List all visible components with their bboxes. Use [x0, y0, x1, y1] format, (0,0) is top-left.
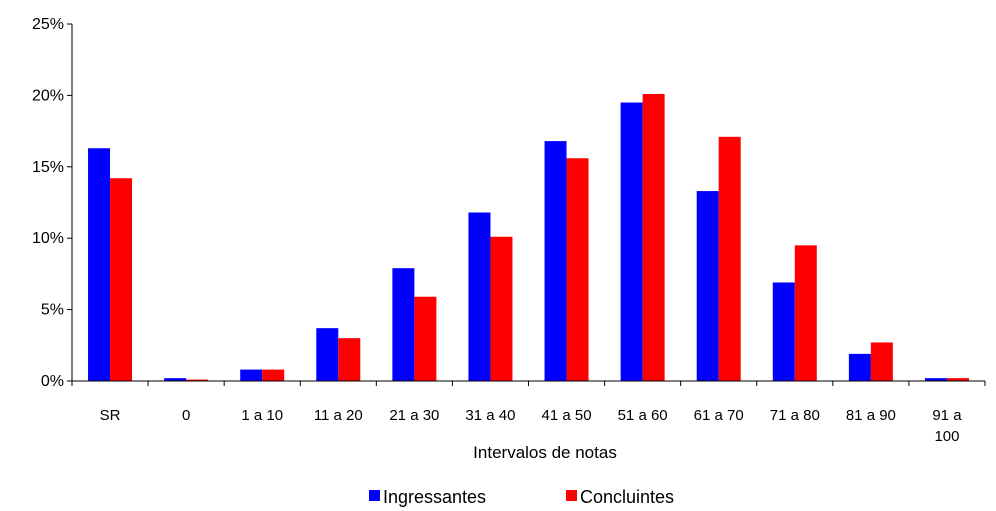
x-tick-label: 81 a 90 — [846, 407, 896, 424]
y-tick-label: 20% — [32, 87, 64, 104]
bar-concluintes-4 — [414, 296, 437, 381]
x-tick-label: 1 a 10 — [241, 407, 283, 424]
bar-concluintes-8 — [718, 136, 741, 381]
bar-ingressantes-6 — [544, 141, 567, 381]
x-tick-label: 51 a 60 — [618, 407, 668, 424]
x-axis-title: Intervalos de notas — [473, 443, 617, 462]
bar-ingressantes-5 — [468, 212, 491, 381]
bar-ingressantes-9 — [772, 282, 795, 381]
bar-ingressantes-0 — [88, 148, 111, 381]
bar-concluintes-11 — [946, 378, 969, 381]
bar-ingressantes-2 — [240, 369, 263, 381]
legend-label-0: Ingressantes — [383, 487, 486, 507]
y-tick-label: 10% — [32, 230, 64, 247]
bar-ingressantes-4 — [392, 268, 415, 381]
bar-concluintes-5 — [490, 236, 513, 381]
x-tick-label: 91 a 100 — [932, 407, 962, 445]
legend-swatch-1 — [566, 490, 577, 501]
bar-concluintes-9 — [794, 245, 817, 381]
x-tick-label: 11 a 20 — [314, 407, 363, 424]
legend: Ingressantes Concluintes — [369, 487, 674, 507]
bar-concluintes-7 — [642, 93, 665, 382]
x-tick-label: 61 a 70 — [694, 407, 744, 424]
bar-concluintes-10 — [870, 342, 893, 381]
x-axis: SR 0 1 a 10 11 a 20 21 a 30 31 a 40 41 a 50 51 … — [71, 380, 986, 445]
y-tick-label: 15% — [32, 159, 64, 176]
bar-ingressantes-3 — [316, 328, 339, 381]
bar-ingressantes-10 — [848, 353, 871, 381]
x-tick-label: 31 a 40 — [465, 407, 515, 424]
bar-concluintes-0 — [110, 178, 133, 381]
x-tick-label: 71 a 80 — [770, 407, 820, 424]
bar-concluintes-1 — [186, 379, 209, 381]
x-tick-label: 0 — [182, 407, 190, 424]
bar-ingressantes-11 — [924, 378, 947, 381]
legend-label-1: Concluintes — [580, 487, 674, 507]
bar-ingressantes-7 — [620, 102, 643, 381]
y-tick-label: 25% — [32, 16, 64, 33]
y-axis: 0% 5% 10% 15% 20% 25% — [32, 16, 73, 390]
legend-swatch-0 — [369, 490, 380, 501]
bar-concluintes-6 — [566, 158, 589, 381]
bar-concluintes-2 — [262, 369, 285, 381]
bar-concluintes-3 — [338, 338, 361, 381]
y-tick-label: 0% — [41, 373, 64, 390]
x-tick-label: SR — [100, 407, 121, 424]
bar-ingressantes-1 — [164, 378, 187, 381]
x-tick-label: 41 a 50 — [542, 407, 592, 424]
bar-ingressantes-8 — [696, 191, 719, 381]
bars — [88, 93, 969, 382]
x-tick-label: 21 a 30 — [389, 407, 439, 424]
y-tick-label: 5% — [41, 302, 64, 319]
